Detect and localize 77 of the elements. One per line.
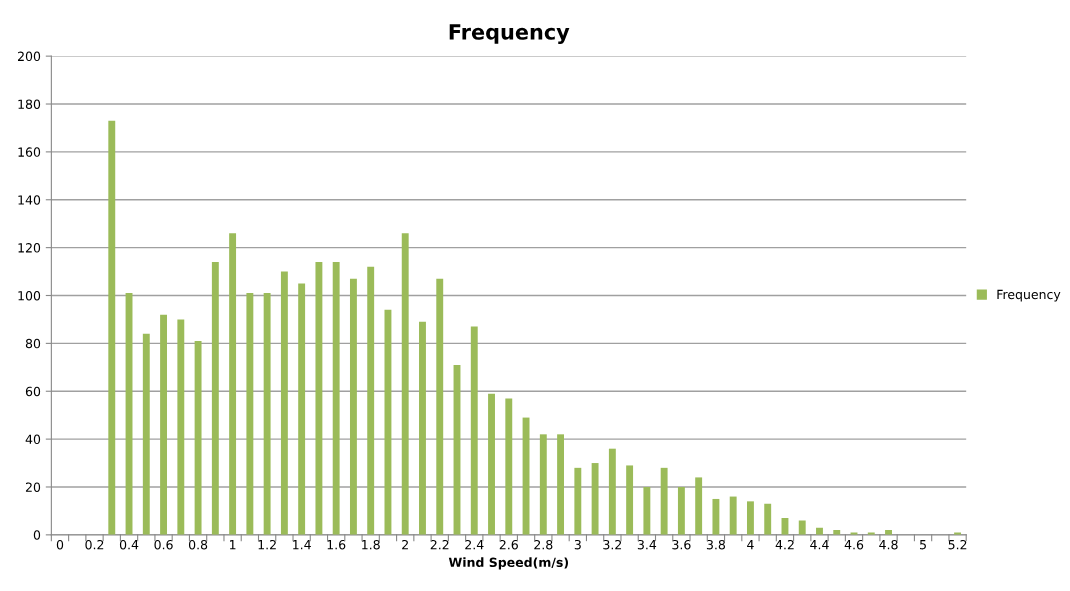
x-tick-label: 4.8	[879, 539, 898, 550]
bar	[108, 120, 116, 535]
y-tick-label: 20	[25, 482, 41, 492]
bar	[488, 393, 495, 535]
bar	[746, 501, 754, 535]
x-tick-label: 1.2	[258, 539, 276, 550]
bar	[280, 271, 288, 535]
x-tick-label: 4.6	[844, 539, 864, 550]
x-tick-label: 4	[747, 540, 754, 550]
legend-label: Frequency	[997, 289, 1061, 302]
bar	[419, 321, 426, 535]
bar	[539, 434, 547, 535]
x-tick-label: 1.4	[293, 540, 311, 550]
bar	[142, 333, 150, 535]
bar	[574, 467, 582, 535]
bar	[211, 261, 219, 535]
bar	[401, 233, 409, 535]
x-tick-label: 3.8	[706, 539, 726, 550]
bar	[608, 448, 616, 535]
x-tick-label: 2.4	[465, 539, 484, 550]
bar	[436, 278, 444, 535]
bar	[367, 266, 375, 535]
bar	[712, 498, 720, 535]
y-tick-label: 160	[18, 147, 41, 157]
y-tick-label: 40	[25, 434, 41, 445]
bar	[798, 520, 806, 535]
x-tick-label: 2.6	[499, 539, 518, 550]
bar	[194, 340, 202, 535]
bar	[246, 293, 254, 535]
x-tick-label: 1	[230, 540, 236, 550]
x-tick-label: 1.6	[327, 539, 346, 550]
y-tick-label: 80	[25, 338, 41, 349]
y-tick-label: 180	[18, 99, 41, 109]
x-tick-label: 5	[920, 540, 926, 550]
x-tick-label: 5.2	[948, 539, 967, 550]
bar	[160, 314, 168, 535]
x-tick-label: 3.4	[637, 539, 657, 550]
bar	[470, 326, 478, 535]
bar	[643, 486, 651, 535]
x-tick-label: 0.6	[154, 539, 173, 550]
x-tick-label: 4.2	[775, 539, 794, 550]
bar	[315, 261, 323, 535]
x-tick-label: 3.6	[672, 539, 691, 550]
y-tick-label: 200	[18, 51, 41, 62]
x-tick-label: 2.8	[534, 539, 553, 550]
x-tick-label: 0	[56, 539, 64, 550]
bar	[229, 233, 237, 535]
x-axis-title: Wind Speed(m/s)	[448, 557, 568, 570]
bar	[729, 496, 737, 535]
bar	[298, 283, 306, 535]
x-tick-label: 0.2	[85, 539, 104, 550]
y-tick-label: 0	[33, 530, 41, 540]
x-tick-label: 2.2	[430, 539, 449, 550]
y-tick-label: 120	[18, 243, 41, 253]
bar	[591, 463, 599, 535]
bar	[626, 465, 634, 535]
bar	[505, 398, 513, 535]
chart-title: Frequency	[449, 24, 570, 44]
bar	[695, 477, 703, 535]
y-tick-label: 100	[18, 290, 41, 301]
bar	[660, 467, 668, 535]
y-tick-label: 60	[25, 386, 41, 397]
bar	[332, 261, 340, 535]
bar	[764, 503, 772, 535]
bar	[557, 434, 565, 535]
bar	[349, 278, 357, 535]
x-tick-label: 1.8	[362, 539, 380, 550]
y-tick-label: 140	[18, 195, 41, 205]
x-tick-label: 4.4	[810, 540, 829, 550]
bar	[677, 486, 685, 535]
x-tick-label: 0.8	[188, 539, 208, 550]
bar	[263, 293, 271, 535]
x-tick-label: 2	[402, 539, 408, 550]
x-tick-label: 3	[574, 539, 581, 550]
bar	[177, 319, 185, 535]
x-tick-label: 0.4	[119, 539, 139, 550]
x-tick-label: 3.2	[603, 539, 622, 550]
